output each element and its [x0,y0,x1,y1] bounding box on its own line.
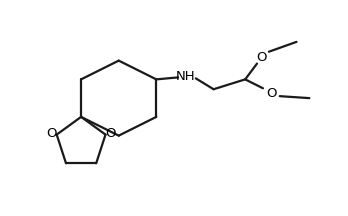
Text: O: O [47,127,57,140]
Text: O: O [267,87,277,100]
Text: NH: NH [176,70,196,83]
Text: O: O [105,127,116,140]
Text: O: O [257,51,267,64]
